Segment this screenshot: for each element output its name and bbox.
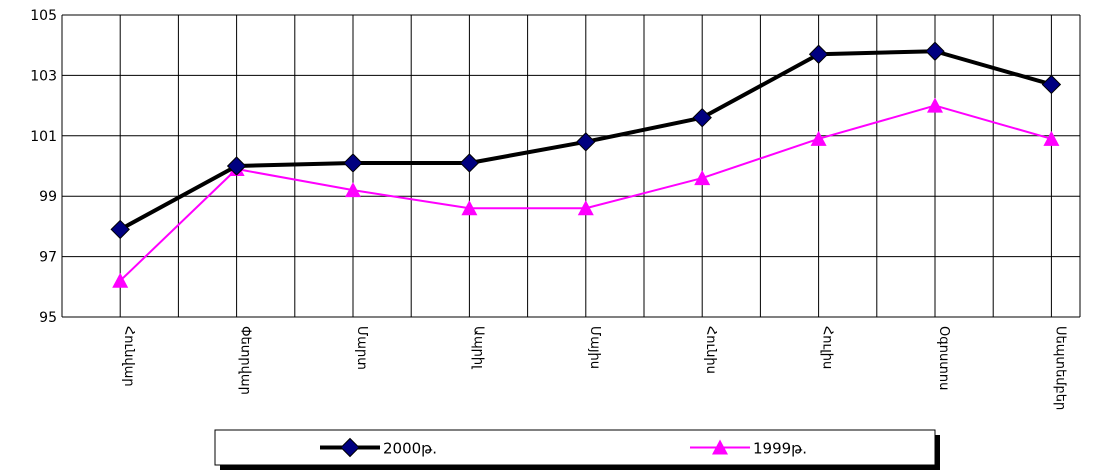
- x-tick-label: Հունվար: [121, 326, 136, 387]
- marker: [692, 107, 712, 128]
- x-tick-label: Մայիս: [587, 326, 602, 369]
- marker: [112, 272, 129, 288]
- x-tick-label: Սեպտեմբեր: [1052, 326, 1067, 410]
- marker: [343, 153, 363, 173]
- marker: [712, 439, 728, 455]
- marker: [808, 44, 829, 64]
- marker: [461, 200, 478, 216]
- y-tick-label: 105: [30, 8, 57, 24]
- x-tick-label: Ապրիլ: [470, 326, 485, 369]
- marker: [1041, 74, 1062, 95]
- marker: [810, 130, 827, 146]
- y-tick-label: 95: [39, 310, 57, 326]
- marker: [694, 170, 711, 186]
- x-tick-label: Օգոստոս: [936, 326, 951, 390]
- marker: [459, 153, 480, 173]
- x-tick-label: Մարտ: [354, 326, 369, 370]
- y-tick-label: 101: [30, 129, 57, 145]
- marker: [927, 97, 943, 113]
- legend-label: 2000թ.: [383, 440, 437, 458]
- marker: [1043, 130, 1060, 146]
- marker: [345, 182, 361, 198]
- marker: [226, 156, 247, 176]
- y-tick-label: 103: [30, 68, 57, 84]
- marker: [340, 437, 360, 458]
- y-tick-label: 97: [39, 250, 57, 266]
- marker: [577, 200, 594, 216]
- legend-label: 1999թ.: [753, 440, 807, 458]
- x-tick-label: Փետրվար: [238, 326, 253, 395]
- y-tick-label: 99: [39, 189, 57, 205]
- marker: [576, 132, 596, 152]
- x-tick-label: Հուլիս: [820, 326, 835, 369]
- marker: [110, 219, 130, 240]
- marker: [925, 41, 945, 61]
- x-tick-label: Հունիս: [703, 326, 718, 374]
